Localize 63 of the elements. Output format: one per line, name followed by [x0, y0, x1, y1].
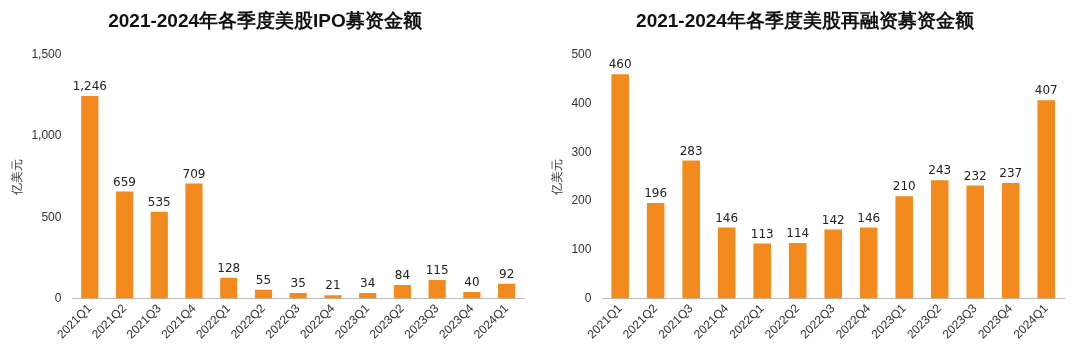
bar — [185, 183, 203, 299]
bar — [788, 243, 807, 299]
data-label: 55 — [255, 272, 272, 287]
bar — [682, 160, 700, 299]
y-tick-label: 300 — [571, 144, 592, 159]
data-label: 146 — [715, 210, 739, 225]
y-tick-label: 500 — [571, 47, 592, 62]
bar — [895, 196, 914, 299]
y-tick-label: 1,500 — [31, 47, 62, 62]
y-tick-label: 100 — [571, 242, 592, 257]
bar — [824, 229, 842, 299]
bar — [611, 74, 629, 299]
bar — [115, 191, 134, 299]
data-label: 460 — [608, 57, 632, 72]
data-label: 40 — [464, 275, 480, 290]
bar — [324, 295, 342, 299]
data-label: 115 — [425, 263, 449, 278]
data-label: 283 — [679, 143, 703, 158]
bar — [428, 279, 446, 299]
bar — [646, 203, 665, 299]
data-label: 237 — [999, 166, 1023, 181]
y-tick-label: 200 — [571, 193, 592, 208]
y-tick-label: 400 — [571, 95, 592, 110]
bar — [1001, 183, 1020, 299]
data-label: 232 — [963, 168, 987, 183]
data-label: 114 — [786, 226, 810, 241]
y-axis-title: 亿美元 — [549, 158, 564, 196]
data-label: 1,246 — [72, 79, 107, 94]
data-label: 407 — [1034, 83, 1058, 98]
chart-title: 2021-2024年各季度美股再融资募资金额 — [636, 9, 975, 31]
bar — [753, 243, 771, 299]
bar — [498, 283, 516, 299]
data-label: 35 — [290, 276, 306, 291]
data-label: 84 — [394, 268, 411, 283]
data-label: 709 — [182, 166, 206, 181]
data-label: 21 — [325, 278, 341, 293]
data-label: 34 — [360, 276, 376, 291]
y-tick-label: 500 — [41, 209, 62, 224]
data-label: 659 — [113, 174, 136, 189]
y-tick-label: 0 — [54, 290, 62, 305]
bar — [966, 185, 985, 299]
data-label: 535 — [147, 194, 171, 209]
y-tick-label: 1,000 — [31, 128, 62, 143]
data-label: 128 — [217, 260, 241, 275]
bar — [1037, 100, 1056, 299]
bar — [859, 227, 878, 299]
y-axis-title: 亿美元 — [9, 158, 24, 196]
bar — [930, 180, 949, 299]
bar — [463, 292, 481, 299]
bar — [717, 227, 736, 299]
data-label: 243 — [928, 163, 952, 178]
data-label: 196 — [644, 186, 668, 201]
data-label: 113 — [750, 226, 774, 241]
bar — [150, 211, 168, 299]
y-tick-label: 0 — [584, 290, 592, 305]
bar — [393, 284, 412, 299]
data-label: 92 — [498, 266, 515, 281]
data-label: 210 — [892, 179, 916, 194]
bar — [220, 277, 238, 299]
data-label: 142 — [821, 212, 845, 227]
data-label: 146 — [857, 210, 881, 225]
bar — [81, 96, 99, 299]
chart-title: 2021-2024年各季度美股IPO募资金额 — [108, 9, 423, 31]
